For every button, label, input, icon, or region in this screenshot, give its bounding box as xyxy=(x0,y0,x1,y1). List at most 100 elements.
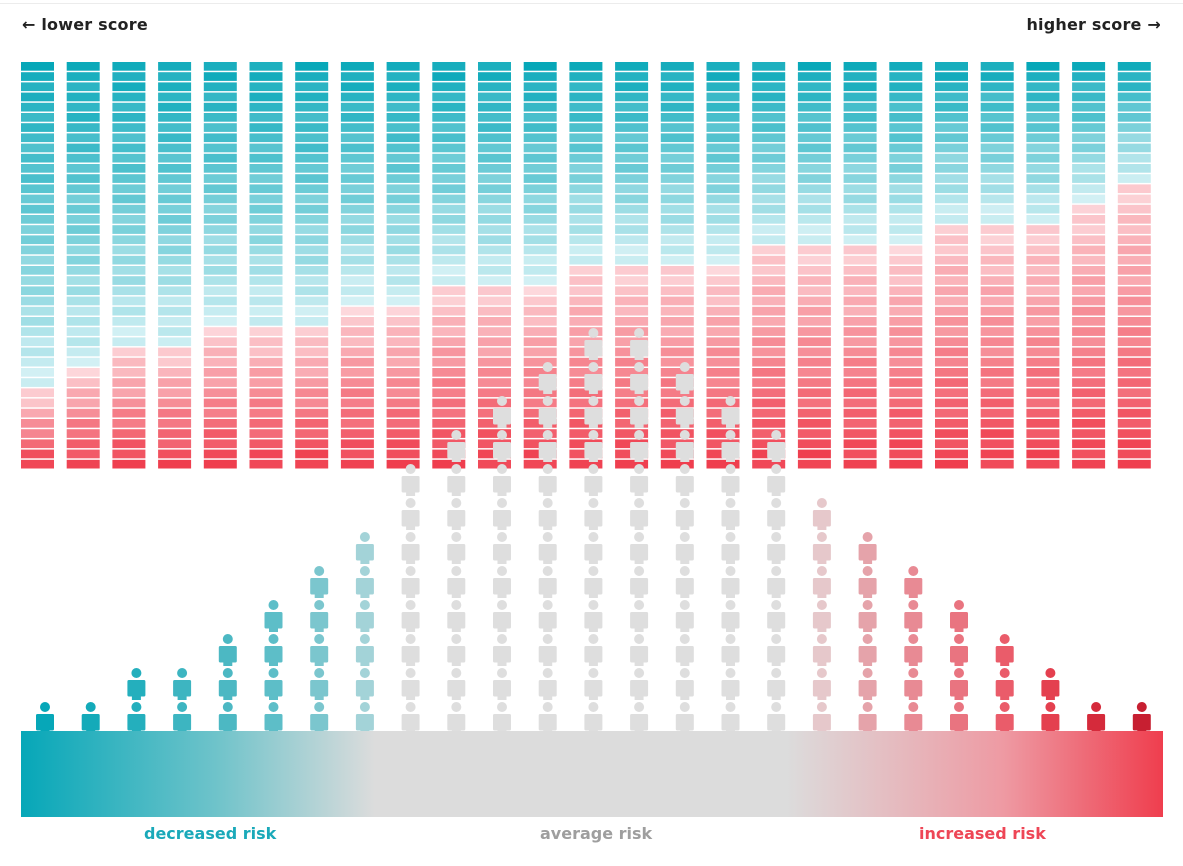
bar-segment xyxy=(112,102,146,112)
bar-segment xyxy=(203,408,237,418)
bar-segment xyxy=(935,235,968,245)
bar-segment xyxy=(386,459,420,469)
bar-segment xyxy=(843,449,877,459)
bar-segment xyxy=(249,204,283,214)
bar-segment xyxy=(66,215,100,224)
bar-segment xyxy=(615,174,649,183)
bar-segment xyxy=(386,133,420,143)
bar-segment xyxy=(797,429,831,438)
person-icon xyxy=(401,532,420,564)
bar-segment xyxy=(386,286,420,296)
bar-segment xyxy=(340,164,374,173)
bar-segment xyxy=(1026,357,1060,367)
bar-segment xyxy=(889,82,923,92)
bar-segment xyxy=(478,184,511,194)
person-icon xyxy=(767,600,786,632)
bar-segment xyxy=(843,459,877,469)
bar-segment xyxy=(980,429,1014,438)
person-icon xyxy=(721,464,740,496)
bar-segment xyxy=(889,459,923,469)
bar-segment xyxy=(889,245,923,255)
bar-segment xyxy=(21,419,54,428)
score-bar xyxy=(569,62,603,469)
bar-segment xyxy=(660,215,694,224)
person-icon xyxy=(538,634,557,666)
bar-segment xyxy=(1117,184,1151,194)
bar-segment xyxy=(203,194,237,204)
bar-segment xyxy=(203,72,237,81)
bar-segment xyxy=(752,429,786,438)
bar-segment xyxy=(112,306,146,316)
bar-segment xyxy=(752,266,786,275)
score-bar xyxy=(203,62,237,469)
bar-segment xyxy=(889,235,923,245)
bar-segment xyxy=(66,174,100,183)
bar-segment xyxy=(752,327,786,336)
bar-segment xyxy=(1026,123,1060,132)
bar-segment xyxy=(1117,133,1151,143)
bar-segment xyxy=(523,306,557,316)
bar-segment xyxy=(523,317,557,326)
person-icon xyxy=(812,600,831,632)
bar-segment xyxy=(843,113,877,122)
bar-segment xyxy=(797,245,831,255)
bar-segment xyxy=(706,368,740,377)
bar-segment xyxy=(249,184,283,194)
person-icon xyxy=(767,668,786,700)
person-icon xyxy=(401,498,420,530)
bar-segment xyxy=(843,255,877,265)
bar-segment xyxy=(843,347,877,357)
bar-segment xyxy=(203,296,237,306)
bar-segment xyxy=(249,92,283,102)
bar-segment xyxy=(21,72,54,81)
bar-segment xyxy=(432,357,466,367)
bar-segment xyxy=(980,408,1014,418)
person-icon xyxy=(355,634,374,666)
bar-segment xyxy=(249,317,283,326)
bar-segment xyxy=(1072,408,1106,418)
bar-segment xyxy=(1026,449,1060,459)
person-icon xyxy=(584,362,603,394)
bar-segment xyxy=(889,72,923,81)
bar-segment xyxy=(1072,153,1106,163)
bar-segment xyxy=(1026,204,1060,214)
bar-segment xyxy=(432,92,466,102)
bar-segment xyxy=(478,317,511,326)
person-icon xyxy=(218,634,237,666)
bar-segment xyxy=(1026,255,1060,265)
bar-segment xyxy=(569,357,603,367)
bar-segment xyxy=(935,102,968,112)
score-bar xyxy=(1026,62,1060,469)
bar-segment xyxy=(340,449,374,459)
bar-segment xyxy=(21,337,54,347)
person-icon xyxy=(767,566,786,598)
bar-segment xyxy=(249,62,283,71)
bar-segment xyxy=(980,245,1014,255)
bar-segment xyxy=(843,419,877,428)
bar-segment xyxy=(1072,143,1106,153)
person-icon xyxy=(767,464,786,496)
bar-segment xyxy=(1026,72,1060,81)
bar-segment xyxy=(615,266,649,275)
bar-segment xyxy=(203,429,237,438)
bar-segment xyxy=(478,368,511,377)
bar-segment xyxy=(432,174,466,183)
person-icon xyxy=(401,668,420,700)
bar-segment xyxy=(980,174,1014,183)
bar-segment xyxy=(295,317,329,326)
bar-segment xyxy=(935,286,968,296)
bar-segment xyxy=(340,225,374,234)
bar-segment xyxy=(1117,255,1151,265)
bar-segment xyxy=(249,419,283,428)
bar-segment xyxy=(1072,204,1106,214)
bar-segment xyxy=(615,235,649,245)
bar-segment xyxy=(980,266,1014,275)
bar-segment xyxy=(752,337,786,347)
score-bar xyxy=(340,62,374,469)
bar-segment xyxy=(1072,327,1106,336)
bar-segment xyxy=(21,204,54,214)
bar-segment xyxy=(1026,143,1060,153)
bar-segment xyxy=(660,235,694,245)
bar-segment xyxy=(66,184,100,194)
bar-segment xyxy=(432,276,466,285)
